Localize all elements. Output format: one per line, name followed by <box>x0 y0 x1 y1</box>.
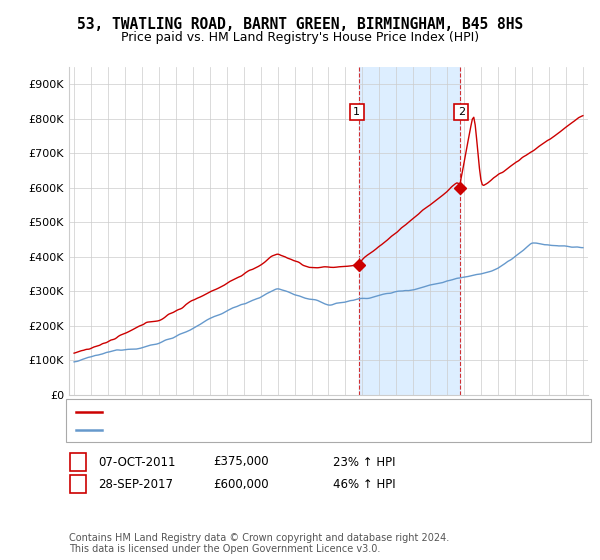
Text: 07-OCT-2011: 07-OCT-2011 <box>98 455 175 469</box>
Text: Price paid vs. HM Land Registry's House Price Index (HPI): Price paid vs. HM Land Registry's House … <box>121 31 479 44</box>
Text: 1: 1 <box>74 455 82 469</box>
Text: Contains HM Land Registry data © Crown copyright and database right 2024.
This d: Contains HM Land Registry data © Crown c… <box>69 533 449 554</box>
Text: 1: 1 <box>353 107 361 117</box>
Text: HPI: Average price, detached house, Bromsgrove: HPI: Average price, detached house, Brom… <box>107 423 397 437</box>
Text: £600,000: £600,000 <box>213 478 269 491</box>
Text: 23% ↑ HPI: 23% ↑ HPI <box>333 455 395 469</box>
Text: 46% ↑ HPI: 46% ↑ HPI <box>333 478 395 491</box>
Text: 53, TWATLING ROAD, BARNT GREEN, BIRMINGHAM, B45 8HS (detached house): 53, TWATLING ROAD, BARNT GREEN, BIRMINGH… <box>107 405 571 418</box>
Text: 53, TWATLING ROAD, BARNT GREEN, BIRMINGHAM, B45 8HS: 53, TWATLING ROAD, BARNT GREEN, BIRMINGH… <box>77 17 523 32</box>
Text: 2: 2 <box>74 478 82 491</box>
Text: 28-SEP-2017: 28-SEP-2017 <box>98 478 173 491</box>
Bar <box>359 67 460 395</box>
Text: £375,000: £375,000 <box>213 455 269 469</box>
Text: 2: 2 <box>458 107 465 117</box>
